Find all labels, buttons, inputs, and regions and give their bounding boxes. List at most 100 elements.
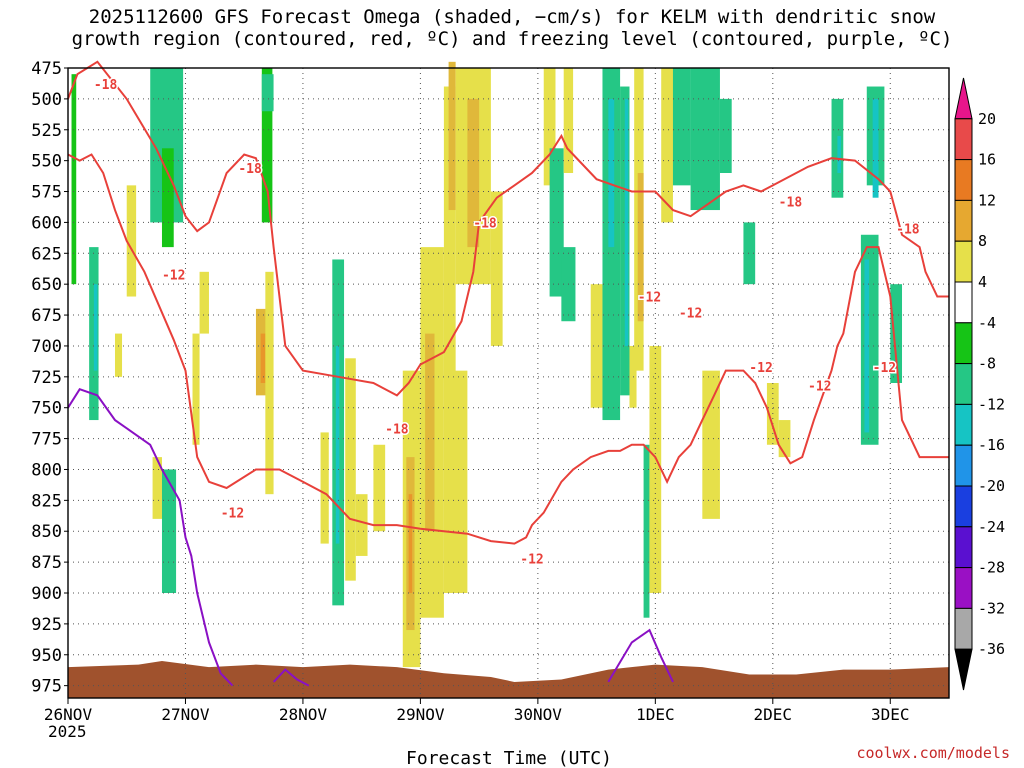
colorbar-label: -28 [978,559,1005,577]
omega-region [743,222,756,285]
title-line-2: growth region (contoured, red, ºC) and f… [71,28,953,50]
omega-region [490,191,503,346]
colorbar: 20 16 12 8 4 -4 -8 -12 -16 -20 -24 -28 -32 -36 [954,77,1005,691]
y-tick-label: 975 [31,677,62,697]
omega-region [152,457,162,519]
colorbar-label: -4 [978,314,996,332]
colorbar-segment [954,199,973,242]
title-line-1: 2025112600 GFS Forecast Omega (shaded, −… [88,6,936,28]
omega-region [543,68,556,186]
y-tick-label: 550 [31,152,62,172]
contour-label: -12 [520,552,543,567]
contour-label: -12 [162,268,185,283]
omega-region [443,86,456,383]
omega-region [637,173,644,322]
colorbar-label: 16 [978,151,996,169]
freezing-level-contour [67,387,234,687]
terrain-layer [68,660,949,698]
contour-label: -18 [473,216,497,231]
omega-region [265,271,274,495]
omega-region [192,333,200,445]
omega-region [408,494,413,593]
omega-region [261,74,274,112]
colorbar-arrow-bottom [954,648,973,691]
chart-title: 2025112600 GFS Forecast Omega (shaded, −… [0,6,1024,50]
omega-region [702,370,720,519]
colorbar-segment [954,159,973,201]
x-axis-label: Forecast Time (UTC) [406,748,612,768]
y-tick-label: 500 [31,90,62,110]
colorbar-label: 8 [978,232,987,250]
x-axis: 26NOV 27NOV 28NOV 29NOV 30NOV 1DEC 2DEC 3DEC [44,698,910,724]
colorbar-label: -32 [978,599,1005,617]
y-tick-label: 800 [31,460,62,480]
omega-region [373,444,386,532]
contour-label: -12 [679,307,702,322]
omega-shading [71,61,903,668]
y-tick-label: 875 [31,553,62,573]
colorbar-label: -20 [978,477,1005,495]
omega-region [831,98,844,198]
y-tick-label: 650 [31,275,62,295]
omega-region [778,420,791,458]
x-tick-label: 3DEC [871,705,910,724]
colorbar-segment [954,322,973,365]
colorbar-label: -12 [978,395,1005,413]
contour-label: -12 [873,361,896,376]
plot-frame [67,67,950,699]
omega-region [837,135,841,173]
colorbar-label: -36 [978,640,1005,658]
omega-region [335,345,340,544]
x-tick-label: 30NOV [514,705,563,724]
y-tick-label: 675 [31,306,62,326]
omega-region [872,98,879,198]
omega-region [661,68,673,223]
colorbar-segment [954,118,973,161]
omega-region [719,98,732,173]
omega-region [890,284,903,383]
omega-region [448,61,456,211]
x-tick-label: 2DEC [754,705,793,724]
dgz-contour-minus18 [67,60,949,397]
omega-region [467,98,480,248]
x-tick-label: 1DEC [636,705,675,724]
x-tick-label: 27NOV [161,705,210,724]
omega-region [860,234,879,445]
colorbar-segment [954,607,973,650]
colorbar-segment [954,281,973,324]
x-year-label: 2025 [48,722,87,741]
omega-region [690,68,720,211]
omega-region [590,284,603,408]
dgz-contour-minus12 [67,153,949,545]
y-tick-label: 850 [31,522,62,542]
contour-label: -12 [221,507,244,522]
y-tick-label: 950 [31,646,62,666]
y-tick-label: 525 [31,121,62,141]
omega-region [93,284,98,371]
omega-region [199,271,209,334]
omega-region [260,333,266,383]
omega-region [261,68,273,223]
omega-region [345,358,356,581]
colorbar-label: 20 [978,110,996,128]
omega-region [355,494,368,556]
y-tick-label: 900 [31,584,62,604]
x-tick-label: 26NOV [44,705,93,724]
colorbar-segment [954,403,973,446]
colorbar-segment [954,485,973,528]
omega-region [649,345,662,593]
y-tick-label: 925 [31,615,62,635]
omega-region [161,148,174,248]
y-tick-label: 625 [31,244,62,264]
colorbar-segment [954,240,973,283]
colorbar-segment [954,363,973,405]
terrain-surface [68,660,949,698]
omega-region [667,68,691,186]
y-tick-label: 775 [31,430,62,450]
omega-region [425,333,435,532]
contour-label: -18 [238,162,262,177]
omega-region [864,259,870,433]
y-tick-label: 725 [31,368,62,388]
y-tick-label: 700 [31,337,62,357]
